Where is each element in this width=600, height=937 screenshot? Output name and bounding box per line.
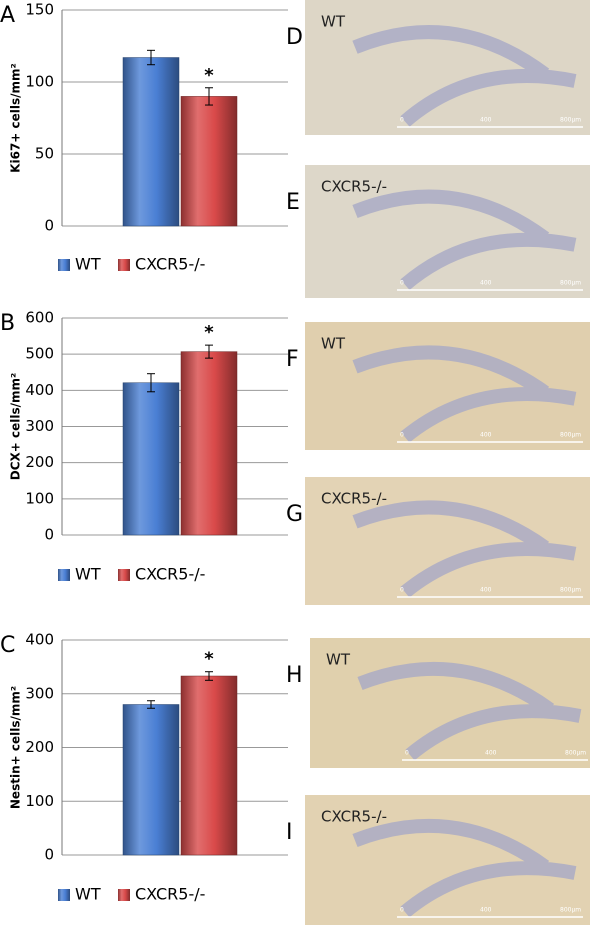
scale-label: 400: [480, 117, 492, 124]
panel-label: B: [0, 311, 15, 336]
bar: [180, 96, 238, 227]
granule-layer: [357, 661, 582, 761]
legend-swatch: [58, 889, 70, 901]
panel-letter: I: [286, 820, 293, 845]
scale-label: 0: [400, 280, 404, 287]
y-tick-label: 300: [25, 684, 54, 702]
micrograph-label: CXCR5-/-: [321, 808, 387, 826]
y-tick-label: 100: [25, 73, 54, 91]
panel-letter: D: [286, 25, 303, 50]
legend-swatch: [118, 889, 130, 901]
bar: [180, 351, 238, 536]
scale-label: 800µm: [560, 907, 581, 914]
legend-swatch: [58, 569, 70, 581]
scale-label: 0: [400, 432, 404, 439]
panel-label: A: [0, 3, 15, 28]
error-bar: [147, 49, 155, 66]
panel-letter: F: [286, 347, 299, 372]
y-tick-label: 0: [44, 217, 54, 235]
legend-label: WT: [75, 565, 101, 584]
bar: [122, 704, 180, 856]
y-tick-label: 600: [25, 309, 54, 327]
error-bar: [205, 344, 213, 359]
scale-label: 800µm: [565, 750, 586, 757]
significance-mark: *: [204, 65, 214, 86]
scale-label: 0: [400, 117, 404, 124]
error-bar: [147, 373, 155, 393]
micrograph-label: WT: [326, 651, 351, 669]
y-axis-label: Nestin+ cells/mm²: [9, 686, 23, 809]
legend-label: WT: [75, 255, 101, 274]
y-tick-label: 200: [25, 738, 54, 756]
bar: [180, 675, 238, 856]
y-tick-label: 500: [25, 345, 54, 363]
granule-layer: [352, 818, 577, 918]
error-bar: [205, 671, 213, 681]
scale-label: 0: [400, 587, 404, 594]
legend-swatch: [118, 569, 130, 581]
panel-letter: E: [286, 190, 300, 215]
legend-swatch: [58, 259, 70, 271]
scale-label: 400: [480, 280, 492, 287]
scale-label: 400: [480, 587, 492, 594]
scale-label: 400: [480, 907, 492, 914]
micrograph-label: CXCR5-/-: [321, 490, 387, 508]
legend-swatch: [118, 259, 130, 271]
y-tick-label: 0: [44, 526, 54, 544]
panel-label: C: [0, 633, 15, 658]
y-tick-label: 150: [25, 1, 54, 19]
legend-label: CXCR5-/-: [135, 255, 205, 274]
granule-layer: [352, 345, 577, 443]
scale-label: 800µm: [560, 587, 581, 594]
scale-label: 400: [485, 750, 497, 757]
micrograph-label: CXCR5-/-: [321, 178, 387, 196]
y-axis-label: DCX+ cells/mm²: [9, 373, 23, 481]
bar: [122, 57, 180, 227]
legend-label: CXCR5-/-: [135, 565, 205, 584]
legend-label: WT: [75, 885, 101, 904]
scale-label: 0: [405, 750, 409, 757]
y-tick-label: 100: [25, 489, 54, 507]
bar: [122, 382, 180, 536]
scale-label: 400: [480, 432, 492, 439]
y-tick-label: 100: [25, 792, 54, 810]
error-bar: [205, 87, 213, 106]
y-tick-label: 300: [25, 417, 54, 435]
scale-label: 0: [400, 907, 404, 914]
y-tick-label: 400: [25, 381, 54, 399]
significance-mark: *: [204, 649, 214, 670]
y-tick-label: 400: [25, 631, 54, 649]
granule-layer: [352, 189, 577, 291]
panel-letter: G: [286, 502, 303, 527]
y-tick-label: 50: [35, 145, 54, 163]
granule-layer: [352, 500, 577, 598]
micrograph-label: WT: [321, 335, 346, 353]
y-axis-label: Ki67+ cells/mm²: [9, 63, 23, 173]
scale-label: 800µm: [560, 117, 581, 124]
scale-label: 800µm: [560, 280, 581, 287]
micrograph-label: WT: [321, 13, 346, 31]
granule-layer: [352, 25, 577, 127]
panel-letter: H: [286, 663, 303, 688]
y-tick-label: 200: [25, 453, 54, 471]
y-tick-label: 0: [44, 846, 54, 864]
legend-label: CXCR5-/-: [135, 885, 205, 904]
error-bar: [147, 700, 155, 709]
significance-mark: *: [204, 322, 214, 343]
scale-label: 800µm: [560, 432, 581, 439]
